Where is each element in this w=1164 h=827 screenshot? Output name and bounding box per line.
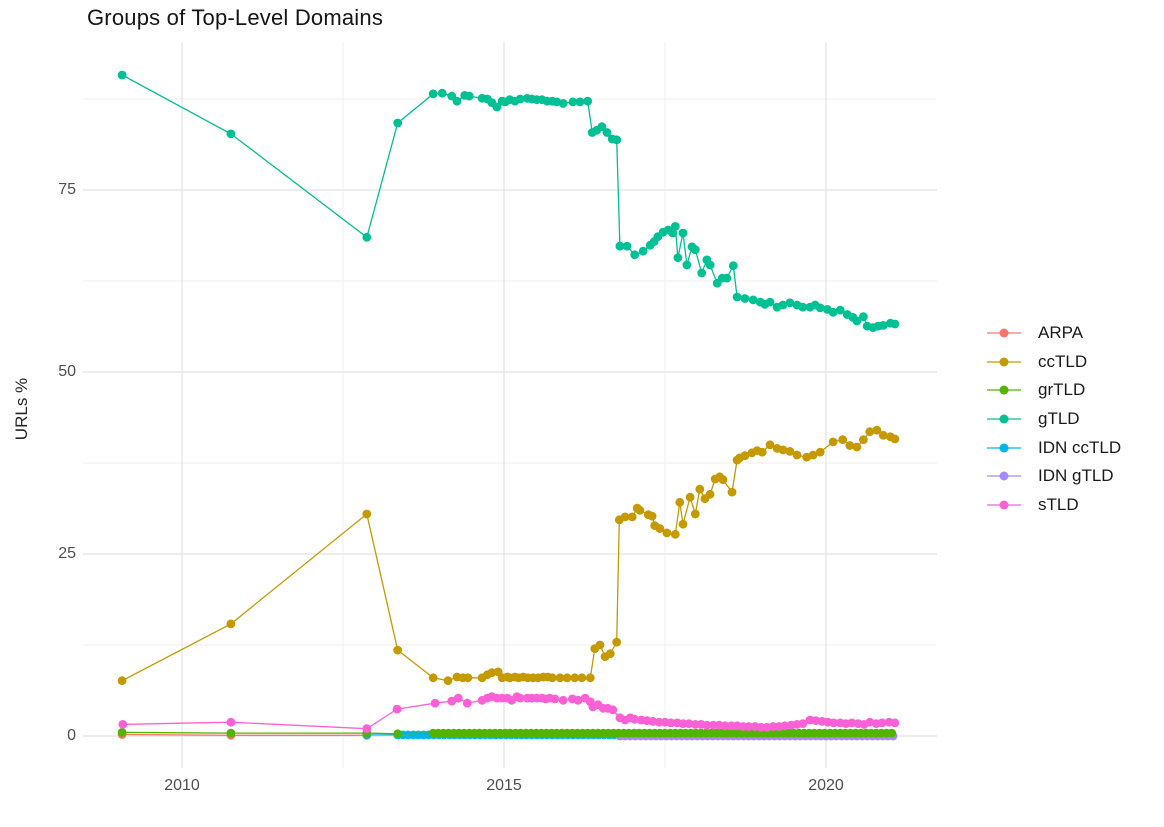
legend-label: gTLD [1038, 409, 1080, 429]
series-sTLD [118, 692, 900, 734]
chart-title: Groups of Top-Level Domains [87, 5, 384, 30]
legend-key-icon [987, 357, 1021, 367]
legend-item-ccTLD: ccTLD [986, 348, 1121, 377]
legend-key-icon [987, 385, 1021, 395]
series-ARPA [117, 730, 372, 740]
legend-key-icon [987, 471, 1021, 481]
legend-label: IDN ccTLD [1038, 437, 1122, 457]
legend: ARPA ccTLD grTLD gTLD IDN ccTLD IDN gTLD sTLD [986, 319, 1121, 519]
grid-minor [83, 42, 937, 768]
y-tick-label: 25 [58, 545, 76, 562]
legend-key-icon [987, 414, 1021, 424]
y-tick-label: 0 [67, 727, 76, 744]
series-ccTLD [117, 425, 900, 686]
legend-label: ccTLD [1038, 351, 1088, 371]
x-tick-label: 2015 [486, 777, 522, 794]
x-tick-label: 2010 [164, 777, 200, 794]
legend-label: sTLD [1038, 494, 1079, 514]
y-tick-label: 75 [58, 181, 76, 198]
legend-item-IDN-gTLD: IDN gTLD [986, 462, 1121, 491]
legend-key-icon [987, 500, 1021, 510]
legend-label: grTLD [1038, 380, 1086, 400]
legend-label: ARPA [1038, 323, 1084, 343]
grid-major [83, 42, 937, 768]
series-grTLD [117, 728, 897, 739]
legend-item-IDN-ccTLD: IDN ccTLD [986, 433, 1121, 462]
x-tick-label: 2020 [808, 777, 844, 794]
legend-item-sTLD: sTLD [986, 491, 1121, 520]
legend-label: IDN gTLD [1038, 466, 1114, 486]
series-gTLD [117, 70, 900, 332]
legend-key-icon [987, 328, 1021, 338]
legend-item-grTLD: grTLD [986, 376, 1121, 405]
legend-item-gTLD: gTLD [986, 405, 1121, 434]
legend-key-icon [987, 443, 1021, 453]
y-tick-label: 50 [58, 363, 76, 380]
legend-item-ARPA: ARPA [986, 319, 1121, 348]
